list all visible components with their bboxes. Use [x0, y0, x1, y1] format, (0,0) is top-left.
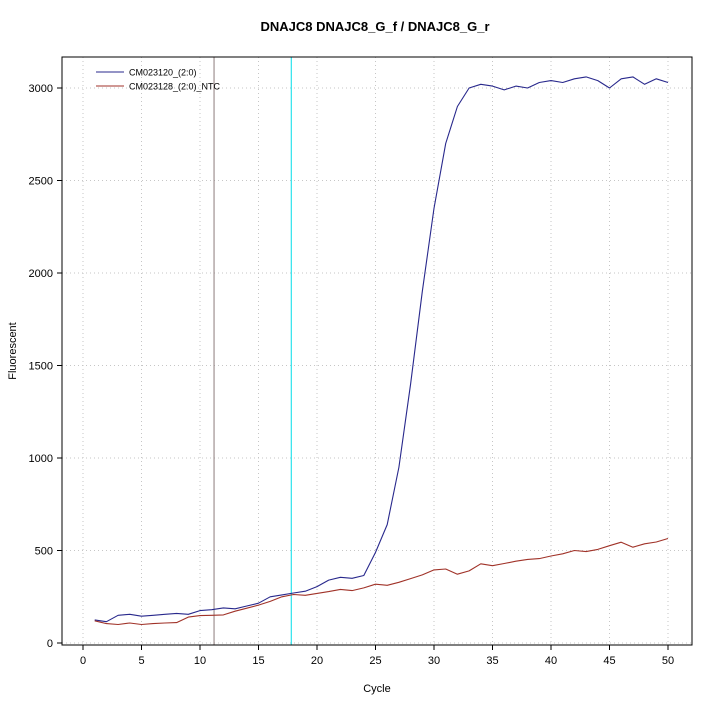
- x-tick-label: 30: [428, 655, 440, 667]
- plot-area: 0 5 10 15 20 25 30 35 40 45 5005001000150020002500…: [29, 56, 693, 667]
- x-tick-label: 0: [80, 655, 86, 667]
- y-tick-label: 3000: [29, 83, 53, 95]
- chart-title: DNAJC8 DNAJC8_G_f / DNAJC8_G_r: [260, 19, 489, 34]
- x-tick-label: 50: [662, 655, 674, 667]
- x-tick-label: 25: [369, 655, 381, 667]
- y-axis-title: Fluorescent: [7, 322, 19, 379]
- x-tick-label: 10: [194, 655, 206, 667]
- x-tick-label: 45: [603, 655, 615, 667]
- y-tick-label: 1500: [29, 361, 53, 373]
- y-tick-label: 0: [47, 638, 53, 650]
- y-tick-label: 2000: [29, 268, 53, 280]
- x-tick-label: 15: [252, 655, 264, 667]
- y-tick-label: 2500: [29, 176, 53, 188]
- legend-label-CM023128_(2:0)_NTC: CM023128_(2:0)_NTC: [129, 82, 221, 92]
- legend-label-CM023120_(2:0): CM023120_(2:0): [129, 68, 197, 78]
- x-tick-label: 35: [486, 655, 498, 667]
- x-axis-title: Cycle: [363, 683, 391, 695]
- x-tick-label: 40: [545, 655, 557, 667]
- series-line-CM023128_(2:0)_NTC: [94, 537, 669, 626]
- series-line-CM023120_(2:0): [94, 76, 669, 623]
- y-tick-label: 1000: [29, 453, 53, 465]
- x-tick-label: 5: [138, 655, 144, 667]
- y-tick-label: 500: [35, 546, 53, 558]
- plot-border: [61, 56, 693, 646]
- x-tick-label: 20: [311, 655, 323, 667]
